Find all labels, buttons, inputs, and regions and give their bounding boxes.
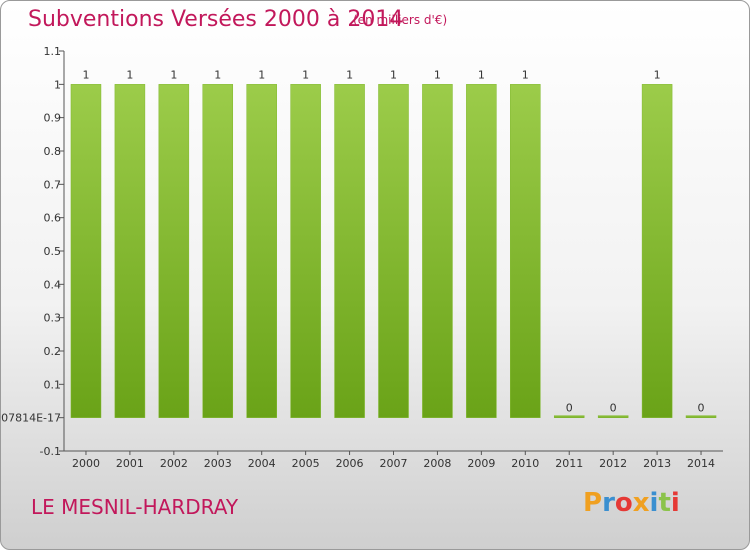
y-tick-label: 0.1: [44, 378, 62, 391]
x-tick-label: 2007: [380, 457, 408, 470]
logo-letter: x: [632, 488, 650, 518]
y-tick-label: 0.6: [44, 212, 62, 225]
chart-unit-note: (en milliers d'€): [353, 13, 448, 27]
bar-data-label: 1: [258, 68, 265, 81]
y-tick-label: 1: [54, 78, 61, 91]
bar-data-label: 1: [346, 68, 353, 81]
x-tick-label: 2011: [555, 457, 583, 470]
bar-data-label: 1: [434, 68, 441, 81]
bar: [466, 84, 497, 418]
bar-data-label: 1: [654, 68, 661, 81]
x-tick-label: 2010: [511, 457, 539, 470]
y-tick-label: 0.5: [44, 245, 62, 258]
bar-data-label: 1: [478, 68, 485, 81]
logo-letter: o: [614, 488, 633, 518]
bar-data-label: 0: [566, 402, 573, 415]
bar-data-label: 1: [82, 68, 89, 81]
bar: [158, 84, 190, 418]
logo-letter: i: [649, 488, 659, 518]
chart-title: Subventions Versées 2000 à 2014: [28, 7, 404, 32]
x-tick-label: 2013: [643, 457, 671, 470]
y-tick-label: -1.3877787807814E-17: [1, 412, 61, 425]
bar: [597, 415, 629, 418]
y-tick-label: 0.7: [44, 178, 62, 191]
x-tick-label: 2000: [72, 457, 100, 470]
x-tick-label: 2003: [204, 457, 232, 470]
y-tick-label: 1.1: [44, 45, 62, 58]
bar-data-label: 0: [698, 402, 705, 415]
logo-letter: i: [670, 488, 680, 518]
bar: [641, 84, 673, 418]
bar-data-label: 1: [126, 68, 133, 81]
bar: [202, 84, 234, 418]
bar: [553, 415, 585, 418]
bar: [378, 84, 409, 418]
x-tick-label: 2006: [336, 457, 364, 470]
bar: [114, 84, 146, 418]
bar-data-label: 1: [302, 68, 309, 81]
bar: [422, 84, 453, 418]
x-tick-label: 2012: [599, 457, 627, 470]
logo-letter: t: [658, 488, 671, 518]
bar-data-label: 0: [610, 402, 617, 415]
logo-letter: r: [602, 488, 615, 518]
town-name: LE MESNIL-HARDRAY: [31, 495, 239, 519]
x-tick-label: 2002: [160, 457, 188, 470]
x-tick-label: 2014: [687, 457, 715, 470]
x-tick-label: 2001: [116, 457, 144, 470]
x-tick-label: 2005: [292, 457, 320, 470]
bar: [70, 84, 102, 418]
bar: [290, 84, 321, 418]
bar: [510, 84, 541, 418]
bar-data-label: 1: [390, 68, 397, 81]
x-tick-label: 2009: [467, 457, 495, 470]
y-tick-label: 0.4: [44, 278, 62, 291]
x-tick-label: 2004: [248, 457, 276, 470]
logo-letter: P: [583, 488, 603, 518]
y-tick-label: -0.1: [40, 445, 61, 458]
bar-data-label: 1: [522, 68, 529, 81]
y-tick-label: 0.2: [44, 345, 62, 358]
bar-data-label: 1: [214, 68, 221, 81]
y-tick-label: 0.3: [44, 312, 62, 325]
bar: [246, 84, 277, 418]
x-tick-label: 2008: [423, 457, 451, 470]
bar-data-label: 1: [170, 68, 177, 81]
bar: [334, 84, 365, 418]
bar: [685, 415, 717, 418]
y-tick-label: 0.9: [44, 112, 62, 125]
y-tick-label: 0.8: [44, 145, 62, 158]
proxiti-logo[interactable]: Proxiti: [583, 488, 680, 518]
